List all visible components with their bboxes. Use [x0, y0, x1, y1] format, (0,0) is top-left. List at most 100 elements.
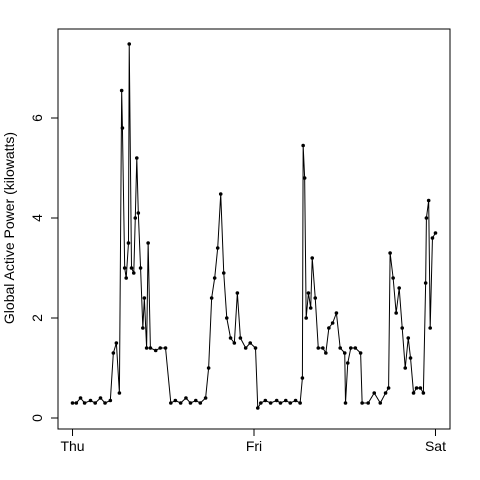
- point: [400, 326, 405, 330]
- point: [345, 361, 350, 365]
- point: [108, 398, 113, 403]
- point: [169, 401, 173, 405]
- point: [406, 336, 411, 340]
- point: [421, 391, 426, 395]
- point: [120, 126, 125, 130]
- point: [255, 406, 260, 410]
- point: [424, 216, 429, 220]
- point: [138, 266, 143, 270]
- point: [111, 351, 116, 355]
- point: [298, 401, 302, 405]
- y-tick-label: 0: [29, 414, 45, 422]
- point: [428, 326, 432, 330]
- point: [283, 398, 288, 403]
- point: [301, 143, 305, 148]
- point: [358, 351, 363, 355]
- point: [127, 42, 132, 46]
- point: [353, 346, 358, 350]
- point: [342, 351, 347, 355]
- y-axis-label: Global Active Power (kilowatts): [1, 132, 17, 324]
- point: [366, 401, 370, 405]
- point: [129, 266, 134, 270]
- point: [388, 251, 392, 255]
- point: [414, 386, 419, 390]
- point: [306, 291, 311, 295]
- point: [78, 396, 83, 400]
- point: [360, 401, 364, 405]
- point: [114, 341, 119, 345]
- point: [310, 256, 315, 260]
- point: [243, 346, 248, 350]
- point: [235, 291, 240, 295]
- point: [93, 401, 98, 405]
- point: [300, 376, 305, 380]
- point: [274, 398, 279, 403]
- point: [70, 401, 75, 405]
- point: [148, 346, 153, 350]
- point: [308, 306, 313, 310]
- point: [126, 241, 131, 245]
- point: [203, 396, 208, 400]
- point: [324, 351, 328, 355]
- point: [178, 401, 183, 405]
- point: [330, 321, 335, 325]
- point: [293, 398, 298, 403]
- point: [141, 326, 145, 330]
- point: [348, 346, 353, 350]
- point: [193, 398, 198, 403]
- point: [423, 281, 428, 285]
- point: [117, 391, 122, 395]
- point: [268, 401, 273, 405]
- point: [394, 311, 398, 315]
- point: [163, 346, 168, 350]
- point: [378, 401, 383, 405]
- point: [98, 396, 103, 400]
- point: [184, 396, 188, 400]
- point: [173, 398, 178, 403]
- point: [133, 216, 138, 220]
- point: [391, 276, 395, 280]
- point: [228, 336, 233, 340]
- point: [430, 236, 435, 240]
- point: [403, 366, 408, 370]
- point: [383, 391, 388, 395]
- point: [232, 341, 237, 345]
- point: [131, 271, 136, 275]
- point: [321, 346, 325, 350]
- point: [248, 341, 253, 345]
- point: [302, 176, 307, 180]
- y-tick-label: 6: [29, 114, 45, 122]
- point: [304, 316, 308, 320]
- point: [218, 192, 223, 196]
- point: [215, 246, 220, 250]
- y-tick-label: 2: [29, 314, 45, 322]
- y-tick-label: 4: [29, 214, 45, 222]
- point: [221, 271, 226, 275]
- point: [146, 241, 150, 245]
- point: [263, 398, 268, 403]
- point: [397, 286, 401, 290]
- x-tick-label: Sat: [425, 438, 446, 454]
- point: [122, 266, 127, 270]
- point: [212, 276, 217, 280]
- point: [153, 348, 158, 353]
- point: [327, 326, 331, 330]
- point: [103, 401, 107, 405]
- x-tick-label: Fri: [246, 438, 262, 454]
- point: [313, 296, 318, 300]
- point: [411, 391, 416, 395]
- point: [386, 386, 391, 390]
- point: [119, 88, 124, 93]
- point: [426, 198, 431, 203]
- point: [198, 401, 203, 405]
- point: [288, 401, 293, 405]
- point: [259, 401, 263, 405]
- point: [209, 296, 214, 300]
- point: [88, 398, 93, 403]
- point: [418, 386, 423, 390]
- point: [334, 311, 339, 315]
- point: [224, 316, 229, 320]
